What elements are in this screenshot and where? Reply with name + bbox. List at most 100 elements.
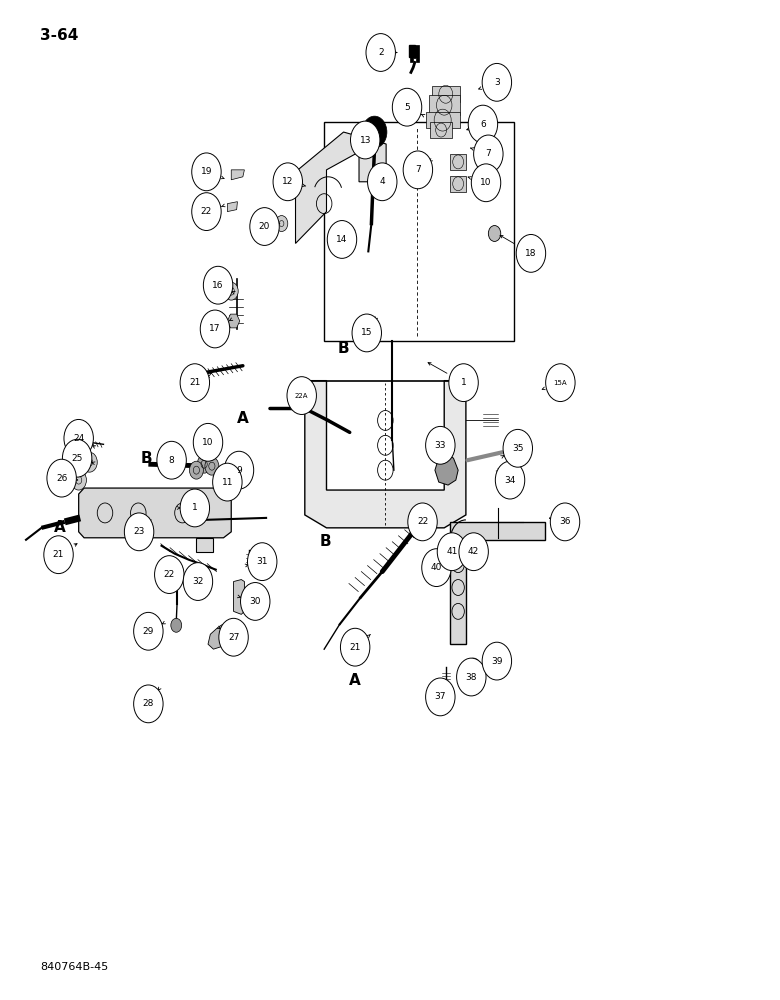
Circle shape [488,226,501,241]
Text: 15A: 15A [554,380,567,386]
Text: A: A [237,411,249,426]
Circle shape [426,678,455,716]
Text: B: B [141,451,153,466]
Circle shape [495,461,525,499]
Circle shape [205,457,219,475]
Text: 22: 22 [200,207,212,216]
Circle shape [482,63,512,101]
Text: B: B [338,341,349,356]
Polygon shape [79,488,231,538]
Circle shape [422,513,436,531]
Circle shape [503,429,533,467]
Circle shape [328,221,356,258]
Text: 21: 21 [53,550,64,559]
Polygon shape [450,154,466,170]
Circle shape [64,419,94,457]
Text: 37: 37 [434,692,446,701]
Circle shape [352,314,381,352]
Circle shape [213,463,242,501]
Circle shape [340,628,370,666]
Circle shape [200,310,229,348]
Polygon shape [431,122,452,138]
Polygon shape [231,170,244,180]
Circle shape [124,513,154,551]
Text: 22: 22 [417,517,428,526]
Text: 42: 42 [468,547,479,556]
Text: A: A [349,673,361,688]
Circle shape [157,441,186,479]
Text: A: A [55,520,66,535]
Circle shape [408,503,438,541]
Text: 35: 35 [512,444,523,453]
Polygon shape [435,452,458,485]
Circle shape [192,153,222,191]
Polygon shape [432,86,459,102]
Text: 8: 8 [168,456,175,465]
Circle shape [488,645,502,663]
Text: 41: 41 [446,547,458,556]
Polygon shape [410,45,420,62]
Circle shape [154,556,184,593]
Text: 21: 21 [349,643,361,652]
Circle shape [180,364,210,402]
Text: 4: 4 [379,177,385,186]
Text: 18: 18 [525,249,537,258]
Circle shape [468,536,482,554]
Text: 30: 30 [250,597,261,606]
Text: 7: 7 [415,165,420,174]
Circle shape [247,543,277,581]
Circle shape [456,658,486,696]
Text: 34: 34 [505,476,516,485]
Polygon shape [450,522,545,644]
Circle shape [273,163,303,201]
Circle shape [350,121,380,159]
Polygon shape [233,580,244,614]
Circle shape [471,164,501,202]
Text: 36: 36 [559,517,571,526]
Text: 23: 23 [133,527,145,536]
Circle shape [445,541,459,559]
Polygon shape [197,538,214,552]
Text: 27: 27 [228,633,239,642]
Circle shape [225,282,238,300]
Text: 38: 38 [466,673,477,682]
Text: 20: 20 [259,222,270,231]
Circle shape [250,208,279,245]
Text: 15: 15 [361,328,373,337]
Circle shape [473,135,503,173]
Circle shape [275,216,288,232]
Text: 19: 19 [200,167,212,176]
Circle shape [47,459,76,497]
Text: 840764B-45: 840764B-45 [40,962,108,972]
Circle shape [438,533,466,571]
Circle shape [422,549,451,587]
Polygon shape [227,202,237,212]
Text: 2: 2 [378,48,384,57]
Polygon shape [429,95,459,115]
Circle shape [367,163,397,201]
Text: 24: 24 [73,434,84,443]
Polygon shape [296,132,386,243]
Text: 33: 33 [434,441,446,450]
Polygon shape [409,45,415,57]
Circle shape [219,618,248,656]
Text: 26: 26 [56,474,67,483]
Circle shape [204,266,232,304]
Circle shape [193,423,223,461]
Text: 11: 11 [222,478,233,487]
Circle shape [82,452,98,472]
Text: 3-64: 3-64 [40,28,78,43]
Text: 9: 9 [236,466,242,475]
Circle shape [426,426,455,464]
Text: 13: 13 [360,136,371,145]
Text: 3: 3 [494,78,500,87]
Text: 32: 32 [192,577,204,586]
Circle shape [71,470,87,490]
Text: 22: 22 [164,570,175,579]
Text: 10: 10 [480,178,491,187]
Circle shape [44,536,73,574]
Text: 1: 1 [461,378,466,387]
Circle shape [516,234,546,272]
Circle shape [482,642,512,680]
Text: 29: 29 [143,627,154,636]
